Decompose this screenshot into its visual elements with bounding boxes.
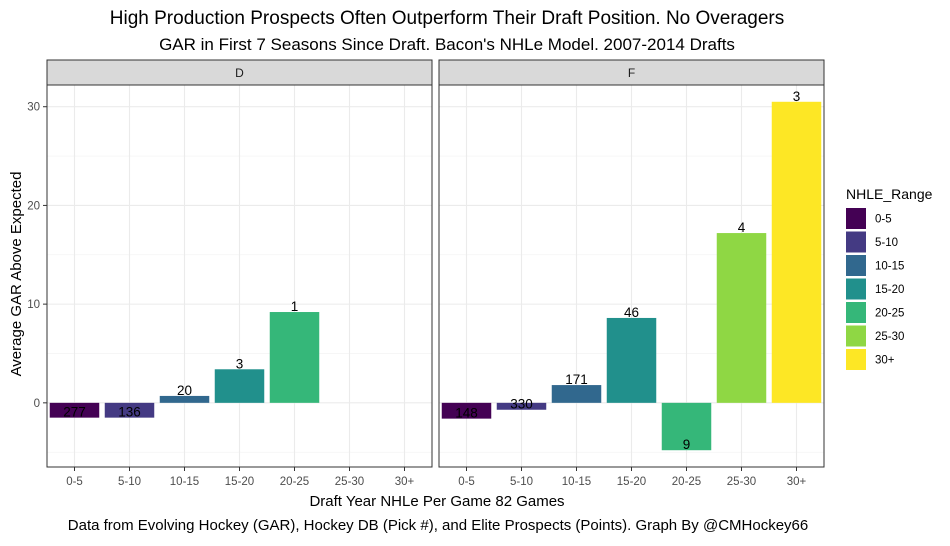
- x-axis-title: Draft Year NHLe Per Game 82 Games: [309, 493, 564, 510]
- legend-key-0-5: [846, 208, 866, 229]
- legend-label-20-25: 20-25: [875, 308, 904, 320]
- bar-D-20-25: [269, 312, 320, 403]
- y-tick-label: 30: [27, 102, 40, 114]
- y-tick-label: 10: [27, 299, 40, 311]
- x-tick-label: 20-25: [672, 476, 701, 488]
- chart-title: High Production Prospects Often Outperfo…: [110, 8, 784, 29]
- data-label-D-15-20: 3: [236, 356, 244, 371]
- bar-D-10-15: [159, 395, 210, 403]
- legend-key-15-20: [846, 278, 866, 300]
- chart-caption: Data from Evolving Hockey (GAR), Hockey …: [68, 517, 808, 534]
- legend-key-25-30: [846, 325, 866, 347]
- x-tick-label: 0-5: [66, 476, 83, 488]
- legend-label-10-15: 10-15: [875, 261, 904, 273]
- x-tick-label: 10-15: [562, 476, 591, 488]
- x-tick-label: 15-20: [617, 476, 646, 488]
- legend-label-0-5: 0-5: [875, 214, 892, 226]
- bar-F-5-10: [496, 402, 547, 410]
- legend-key-5-10: [846, 231, 866, 253]
- legend-label-15-20: 15-20: [875, 284, 904, 296]
- bar-F-20-25: [661, 402, 712, 451]
- y-tick-label: 0: [34, 398, 40, 410]
- facet-strip-label-F: F: [628, 66, 635, 80]
- data-label-F-20-25: 9: [683, 437, 691, 452]
- data-label-F-15-20: 46: [624, 305, 639, 320]
- legend-label-30+: 30+: [875, 355, 895, 367]
- facet-strip-D: [46, 59, 433, 86]
- y-axis-title: Average GAR Above Expected: [8, 172, 25, 377]
- legend-key-10-15: [846, 255, 866, 276]
- facet-strip-label-D: D: [235, 66, 244, 80]
- x-tick-label: 20-25: [280, 476, 309, 488]
- data-label-F-10-15: 171: [565, 372, 588, 387]
- bar-D-0-5: [49, 402, 100, 418]
- x-tick-label: 30+: [395, 476, 415, 488]
- x-tick-label: 25-30: [335, 476, 364, 488]
- x-tick-label: 5-10: [118, 476, 141, 488]
- bar-F-15-20: [606, 317, 657, 403]
- data-label-D-0-5: 277: [63, 405, 86, 420]
- x-tick-label: 25-30: [727, 476, 756, 488]
- legend-key-20-25: [846, 302, 866, 323]
- x-tick-label: 5-10: [510, 476, 533, 488]
- data-label-F-25-30: 4: [738, 220, 746, 235]
- data-label-D-20-25: 1: [291, 299, 299, 314]
- legend-label-25-30: 25-30: [875, 331, 904, 343]
- legend-label-5-10: 5-10: [875, 237, 898, 249]
- bar-F-10-15: [551, 385, 602, 403]
- data-label-F-5-10: 330: [510, 397, 533, 412]
- legend: 0-5 5-10 10-15 15-20 20-25 25-30 30+: [846, 208, 904, 370]
- y-tick-label: 20: [27, 200, 40, 212]
- data-label-F-0-5: 148: [455, 406, 478, 421]
- legend-title: NHLE_Range: [846, 186, 933, 202]
- data-label-D-5-10: 136: [118, 405, 141, 420]
- bar-D-5-10: [104, 402, 155, 418]
- x-tick-label: 30+: [787, 476, 807, 488]
- data-label-F-30+: 3: [793, 89, 801, 104]
- bar-D-15-20: [214, 369, 265, 403]
- data-label-D-10-15: 20: [177, 383, 192, 398]
- bar-F-25-30: [716, 233, 767, 403]
- chart-subtitle: GAR in First 7 Seasons Since Draft. Baco…: [159, 35, 735, 54]
- bar-F-0-5: [441, 402, 492, 419]
- x-tick-label: 15-20: [225, 476, 254, 488]
- bar-F-30+: [771, 101, 822, 403]
- x-tick-label: 0-5: [458, 476, 475, 488]
- legend-key-30+: [846, 349, 866, 370]
- x-tick-label: 10-15: [170, 476, 199, 488]
- facet-strip-F: [438, 59, 825, 86]
